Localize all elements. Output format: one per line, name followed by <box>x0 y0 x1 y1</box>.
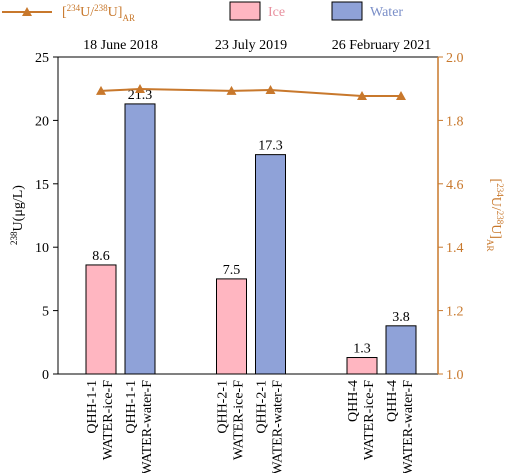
text-part: 234 <box>495 183 505 197</box>
y-axis-label: 238U(μg/L) <box>9 185 26 245</box>
group-title: 23 July 2019 <box>215 38 287 53</box>
x-tick-label: WATER-ice-F <box>101 380 116 460</box>
legend-label: [234U/238U]AR <box>62 3 135 23</box>
value-label: 21.3 <box>128 88 153 103</box>
legend-swatch <box>229 1 261 21</box>
x-tick-label: WATER-ice-F <box>362 380 377 460</box>
text-part: U] <box>108 5 123 20</box>
y2-tick-label: 2.0 <box>446 51 464 66</box>
value-label: 1.3 <box>353 342 371 357</box>
y-tick-label: 20 <box>35 114 49 129</box>
value-label: 7.5 <box>223 263 241 278</box>
bar <box>385 325 417 375</box>
y-tick-label: 5 <box>42 305 49 320</box>
x-tick-label: QHH-4 <box>385 380 400 422</box>
ratio-marker <box>357 90 367 100</box>
y-tick-label: 10 <box>35 241 49 256</box>
bar <box>255 154 286 375</box>
text-part: AR <box>485 239 495 252</box>
bar <box>124 103 156 375</box>
text-part: U(μg/L) <box>11 185 26 232</box>
x-tick-label: WATER-water-F <box>140 380 155 473</box>
y-tick-label: 15 <box>35 178 49 193</box>
ratio-marker <box>96 85 106 95</box>
text-part: 238 <box>9 231 19 245</box>
text-part: U/ <box>488 197 503 211</box>
value-label: 17.3 <box>258 139 283 154</box>
y2-tick-label: 1.4 <box>446 241 464 256</box>
text-part: AR <box>122 13 135 23</box>
x-tick-label: QHH-1-1 <box>124 380 139 434</box>
y-tick-label: 25 <box>35 51 49 66</box>
bar <box>85 264 117 375</box>
text-part: U/ <box>80 5 94 20</box>
text-part: 238 <box>495 211 505 225</box>
text-part: [ <box>488 179 503 184</box>
y2-tick-label: 1.0 <box>446 368 464 383</box>
x-tick-label: WATER-water-F <box>271 380 286 473</box>
value-label: 8.6 <box>92 249 110 264</box>
value-label: 3.8 <box>392 310 410 325</box>
x-tick-label: QHH-1-1 <box>85 380 100 434</box>
bar <box>346 357 378 375</box>
x-tick-label: WATER-ice-F <box>232 380 247 460</box>
ratio-marker <box>396 90 406 100</box>
y-tick-label: 0 <box>42 368 49 383</box>
group-title: 18 June 2018 <box>83 38 158 53</box>
x-tick-label: QHH-2-1 <box>216 380 231 434</box>
text-part: U] <box>488 224 503 239</box>
ratio-marker <box>135 84 145 94</box>
text-part: 238 <box>94 3 108 13</box>
group-title: 26 February 2021 <box>332 38 432 53</box>
y2-tick-label: 1.8 <box>446 114 464 129</box>
y2-axis-label: [234U/238U]AR <box>485 179 505 252</box>
ratio-line <box>100 88 401 97</box>
y2-tick-label: 4.6 <box>446 178 464 193</box>
legend-swatch <box>331 1 363 21</box>
legend-label: Ice <box>268 5 285 20</box>
x-tick-label: QHH-2-1 <box>255 380 270 434</box>
x-tick-label: WATER-water-F <box>401 380 416 473</box>
text-part: 234 <box>67 3 81 13</box>
ratio-marker <box>226 85 237 95</box>
y2-tick-label: 1.2 <box>446 305 464 320</box>
legend-marker <box>22 7 32 16</box>
x-tick-label: QHH-4 <box>346 380 361 422</box>
bar <box>216 278 247 375</box>
legend-label: Water <box>370 5 403 20</box>
ratio-marker <box>265 84 276 94</box>
text-part: [ <box>62 5 67 20</box>
